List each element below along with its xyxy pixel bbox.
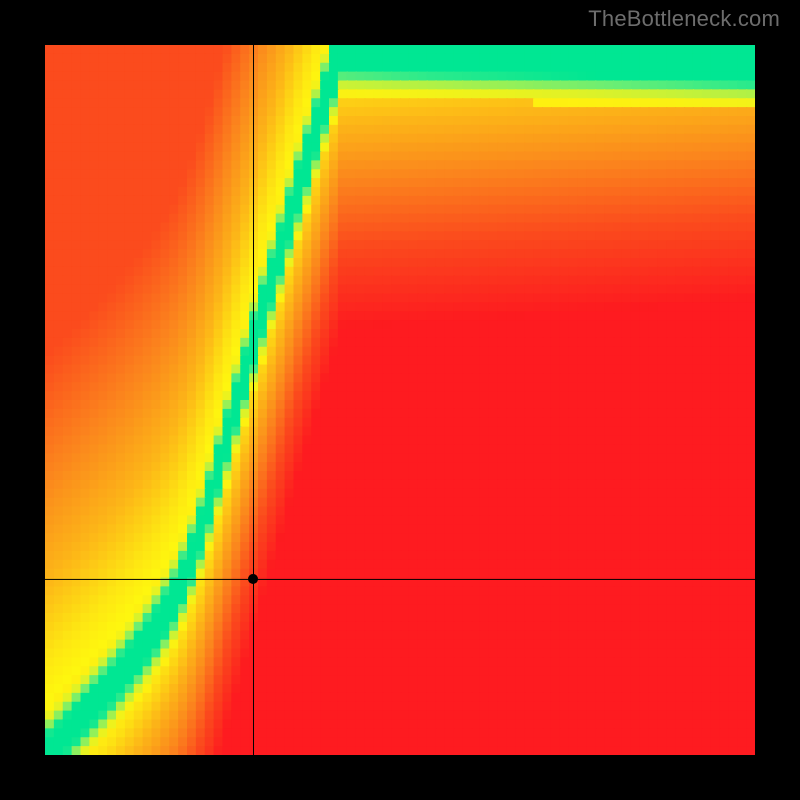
- heatmap-canvas: [45, 45, 755, 755]
- watermark-text: TheBottleneck.com: [588, 6, 780, 32]
- chart-container: TheBottleneck.com: [0, 0, 800, 800]
